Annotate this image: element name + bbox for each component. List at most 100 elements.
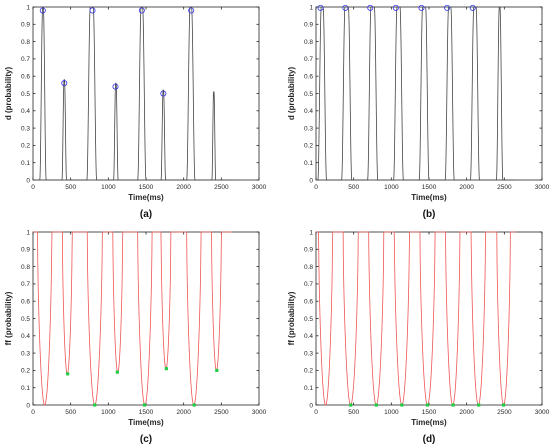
y-tick-label: 0.9 — [21, 22, 30, 29]
x-tick-label: 1500 — [139, 409, 154, 416]
y-tick-label: 0 — [26, 402, 30, 409]
y-tick-label: 0.9 — [21, 247, 30, 254]
x-tick-label: 1500 — [422, 184, 437, 191]
y-tick-label: 0.4 — [304, 108, 313, 115]
plot-area — [32, 6, 260, 181]
chart-panel: 0 500 1000 1500 2000 2500 3000 0 0.1 0.2 0.3 0.4 0.5… — [287, 4, 550, 220]
x-tick-label: 3000 — [535, 184, 550, 191]
x-tick-label: 2000 — [459, 184, 474, 191]
y-tick-label: 0.1 — [21, 160, 30, 167]
x-tick-label: 500 — [348, 409, 359, 416]
chart-panel: 0 500 1000 1500 2000 2500 3000 0 0.1 0.2 0.3 0.4 0.5… — [287, 229, 550, 445]
panel-label: (d) — [423, 434, 436, 445]
y-tick-label: 0.1 — [304, 385, 313, 392]
x-tick-label: 3000 — [252, 409, 267, 416]
x-tick-label: 3000 — [252, 184, 267, 191]
y-tick-label: 0.8 — [304, 264, 313, 271]
plot-area — [315, 231, 543, 406]
y-tick-label: 0.3 — [304, 125, 313, 132]
y-tick-label: 0.7 — [21, 56, 30, 63]
y-tick-label: 0 — [309, 402, 313, 409]
y-tick-label: 0.1 — [304, 160, 313, 167]
y-tick-label: 0.2 — [304, 368, 313, 375]
chart-panel: 0 500 1000 1500 2000 2500 3000 0 0.1 0.2 0.3 0.4 0.5… — [4, 229, 267, 445]
y-tick-label: 0.8 — [304, 39, 313, 46]
y-tick-label: 0.6 — [304, 299, 313, 306]
data-point-marker — [451, 403, 455, 407]
y-tick-label: 1 — [309, 229, 313, 236]
y-tick-label: 0.3 — [21, 350, 30, 357]
data-point-marker — [39, 7, 46, 14]
x-tick-label: 500 — [65, 184, 76, 191]
data-point-marker — [501, 403, 506, 407]
y-axis-label: d (probability) — [287, 67, 296, 121]
y-axis-label: d (probability) — [4, 67, 13, 121]
x-tick-label: 0 — [314, 409, 318, 416]
chart-panel: 0 500 1000 1500 2000 2500 3000 0 0.1 0.2 0.3 0.4 0.5… — [4, 4, 267, 220]
data-point-marker — [192, 403, 196, 407]
y-tick-label: 0 — [309, 177, 313, 184]
y-tick-label: 0.1 — [21, 385, 30, 392]
y-tick-label: 0.3 — [21, 125, 30, 132]
data-point-marker — [342, 4, 349, 11]
series-line — [33, 231, 233, 406]
y-tick-label: 0.7 — [304, 281, 313, 288]
data-point-marker — [425, 403, 430, 407]
y-tick-label: 0.6 — [304, 74, 313, 81]
series-line — [316, 6, 516, 181]
data-point-marker — [160, 90, 167, 97]
data-point-marker — [138, 7, 145, 14]
data-point-marker — [215, 368, 219, 372]
data-point-marker — [400, 403, 404, 407]
x-tick-label: 0 — [31, 184, 35, 191]
series-line — [316, 231, 516, 406]
x-tick-label: 1000 — [101, 184, 116, 191]
data-point-marker — [469, 4, 476, 11]
data-point-marker — [349, 403, 353, 407]
x-tick-label: 2500 — [497, 409, 512, 416]
data-point-marker — [142, 403, 147, 407]
x-tick-label: 1000 — [384, 184, 399, 191]
y-tick-label: 0.4 — [21, 108, 30, 115]
x-tick-label: 0 — [31, 409, 35, 416]
y-tick-label: 1 — [26, 229, 30, 236]
data-point-marker — [93, 403, 97, 407]
y-tick-label: 0.3 — [304, 350, 313, 357]
y-tick-label: 0.8 — [21, 39, 30, 46]
x-tick-label: 1500 — [422, 409, 437, 416]
x-axis-label: Time(ms) — [411, 193, 447, 202]
data-point-marker — [66, 372, 70, 376]
y-tick-label: 1 — [26, 4, 30, 11]
y-tick-label: 0.5 — [21, 316, 30, 323]
y-tick-label: 0.2 — [304, 143, 313, 150]
data-point-marker — [367, 4, 374, 11]
panel-label: (a) — [140, 209, 152, 220]
y-tick-label: 0.7 — [21, 281, 30, 288]
x-tick-label: 1000 — [101, 409, 116, 416]
data-point-marker — [317, 4, 324, 11]
y-tick-label: 0.5 — [304, 91, 313, 98]
data-point-marker — [444, 4, 451, 11]
y-tick-label: 0.5 — [21, 91, 30, 98]
x-tick-label: 2000 — [176, 184, 191, 191]
x-axis-label: Time(ms) — [411, 418, 447, 427]
y-tick-label: 0.9 — [304, 247, 313, 254]
x-tick-label: 2500 — [214, 184, 229, 191]
data-point-marker — [477, 403, 481, 407]
y-tick-label: 0.9 — [304, 22, 313, 29]
x-tick-label: 3000 — [535, 409, 550, 416]
x-tick-label: 2000 — [459, 409, 474, 416]
y-tick-label: 0.6 — [21, 299, 30, 306]
x-tick-label: 2500 — [497, 184, 512, 191]
x-axis-label: Time(ms) — [128, 193, 164, 202]
y-tick-label: 1 — [309, 4, 313, 11]
data-point-marker — [392, 4, 399, 11]
x-tick-label: 1500 — [139, 184, 154, 191]
x-tick-label: 0 — [314, 184, 318, 191]
x-tick-label: 1000 — [384, 409, 399, 416]
data-point-marker — [61, 80, 68, 87]
data-point-marker — [188, 7, 195, 14]
data-point-marker — [374, 403, 378, 407]
x-tick-label: 2000 — [176, 409, 191, 416]
data-point-marker — [164, 367, 168, 371]
